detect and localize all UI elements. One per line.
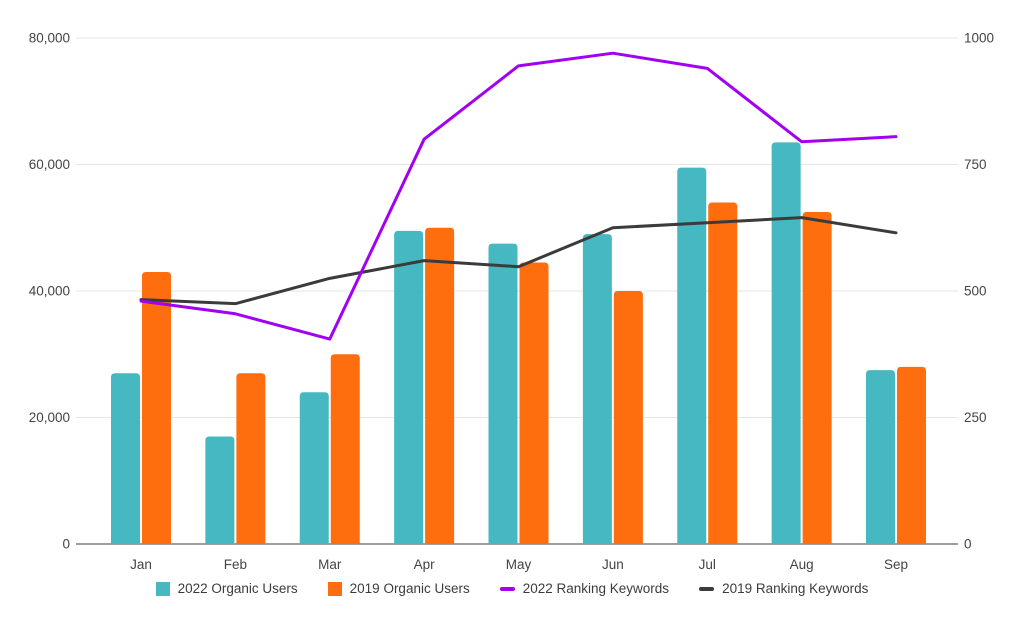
legend-label: 2019 Organic Users bbox=[349, 581, 470, 596]
bar-2022-organic-users-aug bbox=[771, 142, 801, 545]
x-axis-label-jul: Jul bbox=[699, 557, 716, 572]
x-axis-label-aug: Aug bbox=[790, 557, 814, 572]
legend-label: 2022 Organic Users bbox=[177, 581, 298, 596]
bar-2019-organic-users-sep bbox=[897, 366, 926, 544]
bar-2022-organic-users-jan bbox=[111, 373, 140, 544]
left-axis-tick-label: 80,000 bbox=[29, 31, 70, 46]
bar-2019-organic-users-jul bbox=[708, 202, 738, 544]
bar-2022-organic-users-jul bbox=[677, 167, 707, 544]
line-2022-ranking-keywords bbox=[139, 51, 898, 341]
bar-2022-organic-users-may bbox=[488, 243, 518, 544]
bar-2019-organic-users-apr bbox=[425, 227, 455, 544]
legend-label: 2019 Ranking Keywords bbox=[722, 581, 869, 596]
x-axis-label-jan: Jan bbox=[130, 557, 152, 572]
bar-2019-organic-users-feb bbox=[236, 373, 266, 544]
bar-2019-organic-users-jun bbox=[613, 291, 643, 544]
bar-2019-organic-users-mar bbox=[330, 354, 360, 544]
bar-2022-organic-users-mar bbox=[299, 392, 329, 544]
legend: 2022 Organic Users 2019 Organic Users 2022… bbox=[0, 581, 1024, 596]
legend-square-swatch-2022-organic-users bbox=[155, 581, 170, 596]
bar-2019-organic-users-may bbox=[519, 262, 549, 544]
legend-label: 2022 Ranking Keywords bbox=[522, 581, 670, 596]
x-axis-label-mar: Mar bbox=[318, 557, 342, 572]
left-axis-tick-label: 60,000 bbox=[29, 157, 70, 172]
bar-2019-organic-users-jan bbox=[142, 272, 171, 544]
bar-2022-organic-users-apr bbox=[394, 230, 424, 544]
x-axis-label-jun: Jun bbox=[602, 557, 624, 572]
right-axis-tick-label: 500 bbox=[964, 284, 987, 299]
legend-item-2019-ranking-keywords[interactable]: 2019 Ranking Keywords bbox=[699, 581, 868, 596]
legend-item-2022-ranking-keywords[interactable]: 2022 Ranking Keywords bbox=[499, 581, 670, 596]
x-axis-label-feb: Feb bbox=[224, 557, 247, 572]
left-axis-tick-label: 40,000 bbox=[29, 284, 70, 299]
left-axis-tick-label: 20,000 bbox=[29, 410, 70, 425]
x-axis-label-apr: Apr bbox=[414, 557, 436, 572]
bar-2022-organic-users-sep bbox=[866, 370, 895, 544]
legend-item-2019-organic-users[interactable]: 2019 Organic Users bbox=[327, 581, 470, 596]
x-axis-label-may: May bbox=[506, 557, 532, 572]
line-2019-ranking-keywords bbox=[139, 216, 898, 306]
left-axis-tick-label: 0 bbox=[62, 537, 70, 552]
bar-2022-organic-users-feb bbox=[205, 436, 235, 544]
legend-item-2022-organic-users[interactable]: 2022 Organic Users bbox=[155, 581, 298, 596]
bar-2022-organic-users-jun bbox=[582, 234, 612, 544]
legend-line-swatch-2019-ranking-keywords bbox=[699, 586, 715, 591]
x-axis-label-sep: Sep bbox=[884, 557, 908, 572]
right-axis-tick-label: 0 bbox=[964, 537, 972, 552]
right-axis-tick-label: 1000 bbox=[964, 31, 994, 46]
legend-line-swatch-2022-ranking-keywords bbox=[499, 586, 515, 591]
right-axis-tick-label: 250 bbox=[964, 410, 987, 425]
bar-2019-organic-users-aug bbox=[802, 211, 832, 544]
right-axis-tick-label: 750 bbox=[964, 157, 987, 172]
legend-square-swatch-2019-organic-users bbox=[327, 581, 342, 596]
